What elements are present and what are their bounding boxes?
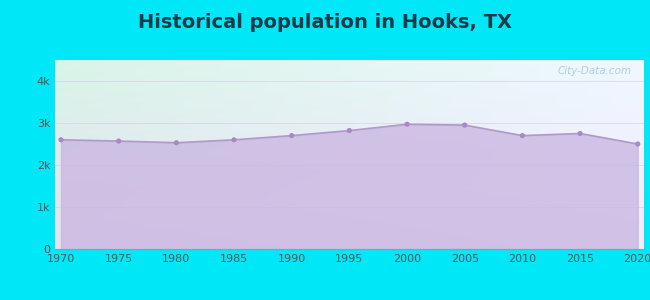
Text: Historical population in Hooks, TX: Historical population in Hooks, TX — [138, 14, 512, 32]
Point — [632, 142, 643, 146]
Point — [287, 133, 297, 138]
Point — [56, 137, 66, 142]
Point — [460, 123, 470, 128]
Point — [575, 131, 585, 136]
Point — [114, 139, 124, 143]
Point — [229, 137, 239, 142]
Point — [344, 128, 355, 133]
Text: City-Data.com: City-Data.com — [558, 66, 632, 76]
Point — [171, 140, 181, 145]
Point — [517, 133, 528, 138]
Point — [402, 122, 412, 127]
